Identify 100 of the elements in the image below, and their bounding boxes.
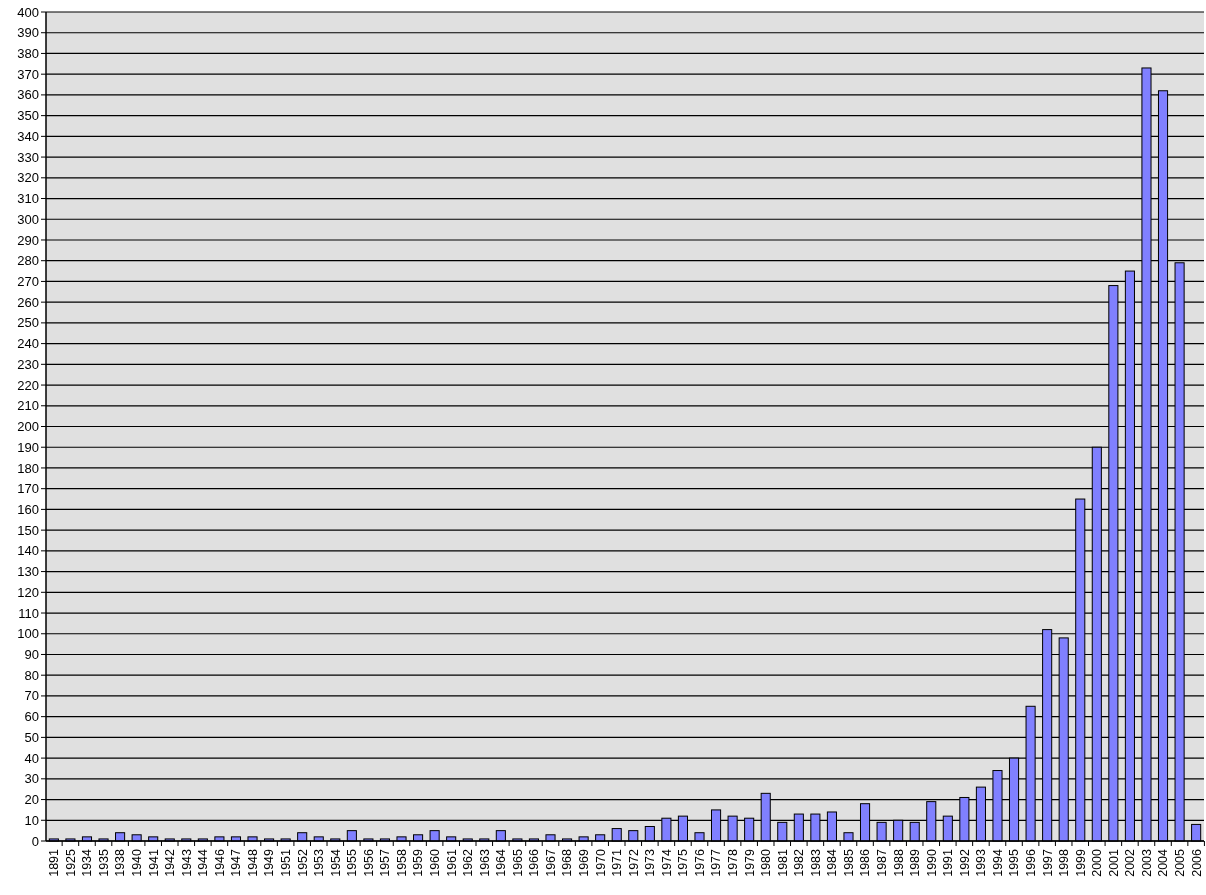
y-tick-label: 130 [17, 564, 39, 580]
y-tick-label: 400 [17, 4, 39, 20]
y-tick-label: 100 [17, 626, 39, 642]
x-tick-label: 1984 [825, 848, 840, 877]
x-tick-label: 1993 [974, 848, 989, 877]
y-tick-label: 390 [17, 25, 39, 41]
x-tick-label: 2006 [1189, 848, 1204, 877]
x-tick-label: 1958 [394, 848, 409, 877]
x-tick-label: 1982 [792, 848, 807, 877]
x-tick-label: 1972 [626, 848, 641, 877]
x-tick-label: 1934 [80, 848, 95, 877]
x-tick-label: 1981 [775, 848, 790, 877]
x-tick-label: 1960 [428, 848, 442, 877]
y-tick-label: 290 [17, 232, 39, 248]
y-tick-label: 320 [17, 170, 39, 186]
x-tick-label: 1983 [808, 848, 823, 877]
x-tick-label: 1998 [1057, 848, 1072, 877]
y-tick-label: 50 [24, 729, 39, 745]
x-tick-label: 1949 [262, 848, 277, 877]
x-tick-label: 2002 [1123, 848, 1138, 877]
x-tick-label: 1995 [1007, 848, 1022, 877]
x-tick-label: 1948 [245, 848, 260, 877]
y-tick-label: 270 [17, 273, 39, 289]
y-tick-label: 360 [17, 87, 39, 103]
y-tick-label: 370 [17, 66, 39, 82]
x-tick-label: 1955 [345, 848, 360, 877]
y-tick-label: 90 [24, 647, 39, 663]
x-tick-label: 2003 [1139, 848, 1154, 877]
x-tick-label: 1942 [163, 848, 178, 877]
x-tick-label: 1952 [295, 848, 310, 877]
y-tick-label: 340 [17, 128, 39, 144]
x-tick-label: 1968 [560, 848, 575, 877]
y-tick-label: 10 [24, 812, 39, 828]
y-tick-label: 330 [17, 149, 39, 165]
y-tick-label: 350 [17, 108, 39, 124]
x-tick-label: 1947 [229, 848, 244, 877]
y-tick-label: 30 [24, 771, 39, 787]
x-tick-label: 1997 [1040, 848, 1055, 877]
x-tick-label: 1970 [593, 848, 608, 877]
x-tick-label: 1940 [130, 848, 145, 877]
y-tick-label: 120 [17, 584, 39, 600]
y-tick-label: 20 [24, 792, 39, 808]
y-tick-label: 210 [17, 398, 39, 414]
y-tick-label: 280 [17, 253, 39, 269]
x-tick-label: 1957 [378, 848, 393, 877]
y-tick-label: 60 [24, 709, 39, 725]
y-tick-label: 0 [31, 833, 39, 849]
x-tick-label: 1935 [96, 848, 111, 877]
x-tick-label: 1973 [643, 848, 658, 877]
x-tick-label: 1967 [543, 848, 558, 877]
y-tick-label: 40 [24, 750, 39, 766]
x-tick-label: 1956 [361, 848, 376, 877]
x-tick-label: 1946 [212, 848, 227, 877]
y-tick-label: 160 [17, 501, 39, 517]
x-tick-label: 1938 [113, 848, 128, 877]
y-tick-label: 380 [17, 46, 39, 61]
y-tick-label: 310 [17, 191, 39, 207]
x-tick-label: 2004 [1156, 848, 1171, 877]
x-tick-label: 1925 [63, 848, 78, 877]
x-tick-label: 2001 [1106, 848, 1121, 877]
x-tick-label: 1986 [858, 848, 873, 877]
x-tick-label: 1964 [494, 848, 509, 877]
y-tick-label: 150 [17, 522, 39, 538]
y-tick-label: 190 [17, 439, 39, 455]
x-tick-label: 1985 [841, 848, 856, 877]
y-tick-label: 250 [17, 315, 39, 331]
y-tick-label: 180 [17, 460, 39, 476]
x-tick-label: 1994 [990, 848, 1005, 877]
x-tick-label: 1971 [610, 848, 625, 877]
x-tick-label: 1969 [576, 848, 591, 877]
x-tick-label: 1963 [477, 848, 492, 877]
x-tick-label: 1953 [312, 848, 327, 877]
x-tick-label: 1978 [725, 848, 740, 877]
x-tick-label: 1944 [196, 848, 211, 877]
x-tick-label: 1974 [659, 848, 674, 877]
y-tick-label: 230 [17, 356, 39, 372]
x-tick-label: 1951 [279, 848, 293, 877]
y-tick-label: 220 [17, 377, 39, 393]
y-tick-label: 240 [17, 336, 39, 352]
y-tick-label: 140 [17, 543, 39, 559]
y-tick-label: 80 [24, 667, 39, 683]
y-tick-label: 200 [17, 419, 39, 435]
x-tick-label: 1961 [444, 848, 459, 877]
x-tick-label: 1966 [527, 848, 542, 877]
x-tick-label: 1975 [676, 848, 691, 877]
x-tick-label: 1996 [1023, 848, 1038, 877]
x-tick-label: 1987 [874, 848, 889, 877]
y-tick-label: 260 [17, 294, 39, 310]
x-tick-label: 1992 [957, 848, 972, 877]
x-tick-label: 1980 [759, 848, 774, 877]
x-tick-label: 1959 [411, 848, 426, 877]
x-tick-label: 1891 [47, 848, 62, 877]
x-tick-label: 1979 [742, 848, 757, 877]
x-tick-label: 1999 [1073, 848, 1088, 877]
x-tick-label: 2000 [1090, 848, 1105, 877]
x-tick-label: 2005 [1172, 848, 1187, 877]
y-tick-label: 170 [17, 481, 39, 497]
y-tick-label: 110 [18, 605, 39, 621]
x-tick-label: 1989 [908, 848, 923, 877]
x-tick-label: 1991 [941, 848, 956, 877]
